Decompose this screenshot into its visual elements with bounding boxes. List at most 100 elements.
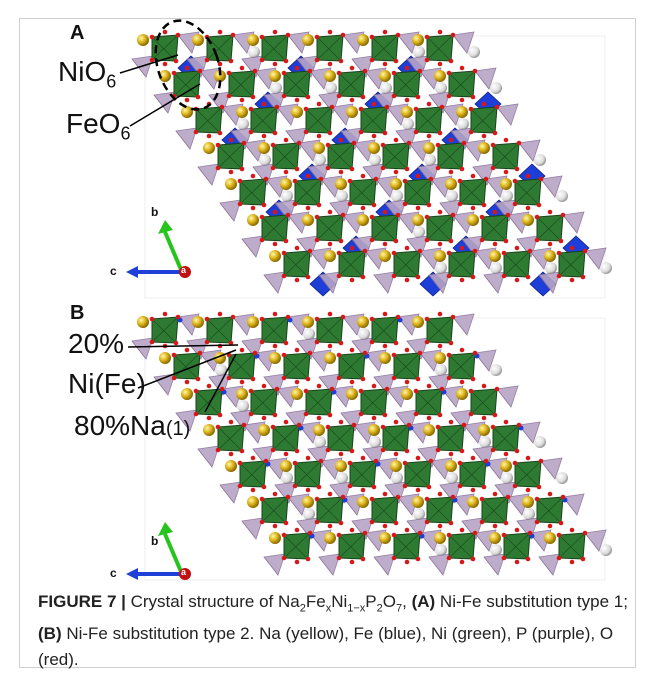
o-atom xyxy=(451,315,456,320)
o-atom xyxy=(449,521,454,526)
o-atom xyxy=(306,275,311,280)
o-atom xyxy=(526,488,531,493)
o-atom xyxy=(484,459,489,464)
na-site xyxy=(369,154,381,166)
o-atom xyxy=(297,141,302,146)
o-atom xyxy=(416,206,421,211)
o-atom xyxy=(460,528,465,533)
o-atom xyxy=(262,203,267,208)
na-atom xyxy=(258,142,270,154)
na-atom xyxy=(478,142,490,154)
na-site xyxy=(325,82,337,94)
o-atom xyxy=(273,210,278,215)
o-atom xyxy=(163,312,168,317)
o-atom xyxy=(370,238,375,243)
na-site xyxy=(600,544,612,556)
o-atom xyxy=(185,380,190,385)
o-atom xyxy=(471,456,476,461)
na-atom xyxy=(379,532,391,544)
o-atom xyxy=(581,275,586,280)
o-atom xyxy=(429,177,434,182)
o-atom xyxy=(370,215,375,220)
o-atom xyxy=(535,238,540,243)
o-atom xyxy=(515,167,520,172)
caption-text: Fe xyxy=(306,592,326,611)
phosphate-tetrahedron xyxy=(242,236,263,257)
phosphate-tetrahedron xyxy=(264,272,285,293)
o-atom xyxy=(396,315,401,320)
o-atom xyxy=(339,341,344,346)
na-atom xyxy=(225,460,237,472)
o-atom xyxy=(394,239,399,244)
o-atom xyxy=(238,179,243,184)
o-atom xyxy=(416,377,421,382)
o-atom xyxy=(473,531,478,536)
o-atom xyxy=(282,274,287,279)
o-atom xyxy=(407,141,412,146)
o-atom xyxy=(282,556,287,561)
o-atom xyxy=(471,557,476,562)
o-atom xyxy=(535,520,540,525)
o-atom xyxy=(460,560,465,565)
o-atom xyxy=(207,384,212,389)
o-atom xyxy=(227,376,232,381)
o-atom xyxy=(304,107,309,112)
o-atom xyxy=(493,242,498,247)
o-atom xyxy=(381,143,386,148)
o-atom xyxy=(337,556,342,561)
na-atom xyxy=(368,424,380,436)
o-atom xyxy=(385,105,390,110)
o-atom xyxy=(418,69,423,74)
o-atom xyxy=(350,380,355,385)
na-atom xyxy=(324,532,336,544)
o-atom xyxy=(416,275,421,280)
phosphate-tetrahedron xyxy=(132,338,153,359)
o-atom xyxy=(416,488,421,493)
o-atom xyxy=(218,131,223,136)
o-atom xyxy=(341,315,346,320)
axis-arrowhead xyxy=(158,220,173,234)
o-atom xyxy=(394,59,399,64)
o-atom xyxy=(240,348,245,353)
o-atom xyxy=(293,484,298,489)
na-site xyxy=(556,472,568,484)
phosphate-tetrahedron xyxy=(374,272,395,293)
o-atom xyxy=(462,141,467,146)
na-site xyxy=(435,262,447,274)
na-site xyxy=(457,118,469,130)
na-atom xyxy=(181,106,193,118)
o-atom xyxy=(295,278,300,283)
phosphate-tetrahedron xyxy=(220,200,241,221)
na-atom xyxy=(291,388,303,400)
na-site xyxy=(468,46,480,58)
o-atom xyxy=(392,533,397,538)
na-atom xyxy=(445,178,457,190)
o-atom xyxy=(304,412,309,417)
o-atom xyxy=(405,167,410,172)
o-atom xyxy=(405,246,410,251)
o-atom xyxy=(337,94,342,99)
na-atom xyxy=(478,424,490,436)
o-atom xyxy=(306,377,311,382)
o-atom xyxy=(295,246,300,251)
na-atom xyxy=(269,70,281,82)
o-atom xyxy=(174,341,179,346)
o-atom xyxy=(513,202,518,207)
o-atom xyxy=(172,71,177,76)
na-atom xyxy=(368,142,380,154)
o-atom xyxy=(405,278,410,283)
o-atom xyxy=(449,420,454,425)
o-atom xyxy=(185,98,190,103)
axis-arrow xyxy=(165,232,182,272)
o-atom xyxy=(227,71,232,76)
o-atom xyxy=(517,141,522,146)
o-atom xyxy=(361,377,366,382)
o-atom xyxy=(240,449,245,454)
o-atom xyxy=(381,425,386,430)
o-atom xyxy=(286,315,291,320)
o-atom xyxy=(253,69,258,74)
o-atom xyxy=(405,348,410,353)
na-atom xyxy=(302,496,314,508)
o-atom xyxy=(207,416,212,421)
na-site xyxy=(336,190,348,202)
